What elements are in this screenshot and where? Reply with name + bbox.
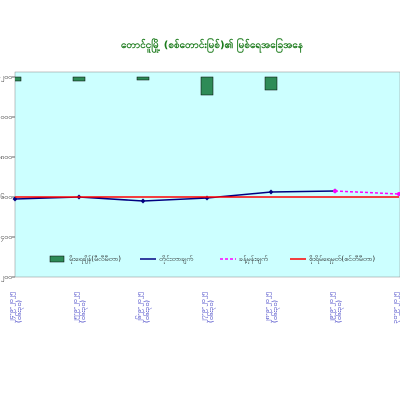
legend-label: မိုးရေချိန်(မီလီမီတာ): [69, 255, 121, 264]
x-tick-label: ၂၉-၉-၂၀၂၅: [327, 292, 336, 324]
y-tick-label: ၆၀၀: [0, 193, 12, 201]
x-tick-label-group: ၂၉-၉-၂၀၂၅ (၀၆း၃၀): [327, 292, 344, 324]
x-time-label: (၀၆း၃၀): [207, 300, 216, 323]
x-tick-label: ၂၄-၉-၂၀၂၅: [7, 292, 16, 324]
rain-bar: [72, 76, 86, 82]
x-time-label: (၀၆း၃၀): [15, 300, 24, 323]
y-tick-label: ၁၂၀၀: [0, 73, 12, 82]
rain-bar: [200, 76, 214, 96]
x-tick-label-group: ၂၅-၉-၂၀၂၅ (၀၆း၃၀): [71, 292, 88, 324]
data-point: [333, 189, 337, 193]
legend-label: တိုင်းတာချက်: [159, 255, 194, 264]
y-tick-label: ၁၀၀၀: [0, 113, 12, 121]
x-tick-label: ၂၅-၉-၂၀၂၅: [71, 292, 80, 324]
x-time-label: (၀၆း၃၀): [335, 300, 344, 323]
x-tick-label-group: ၂၄-၉-၂၀၂၅ (၀၆း၃၀): [7, 292, 24, 324]
rain-bar: [136, 76, 150, 81]
x-tick-label-group: ၂၆-၉-၂၀၂၅ (၀၆း၃၀): [135, 292, 152, 324]
data-point: [397, 192, 400, 196]
x-tick-label-group: ၃၀-၉-၂၀၂၅(၀၆း၃၀): [391, 292, 400, 324]
x-time-label: (၀၆း၃၀): [79, 300, 88, 323]
legend-label: ခန့်မှန်းချက်: [239, 255, 268, 264]
data-point: [140, 198, 146, 204]
x-tick-label: ၂၈-၉-၂၀၂၅: [263, 292, 272, 324]
rain-bar: [264, 76, 278, 91]
rain-bar: [15, 76, 22, 82]
series-line: [334, 190, 400, 195]
chart-title: တောင်ငူမြို့ (စစ်တောင်းမြစ်)၏ မြစ်ရေအခြေ…: [121, 37, 303, 54]
x-tick-label: ၂၇-၉-၂၀၂၅: [199, 292, 208, 324]
x-tick-label-group: ၂၇-၉-၂၀၂၅ (၀၆း၃၀): [199, 292, 216, 324]
x-time-label: (၀၆း၃၀): [271, 300, 280, 323]
x-tick-label: ၃၀-၉-၂၀၂၅: [391, 292, 400, 324]
y-tick-label: ၂၀၀: [0, 273, 12, 282]
legend-label: စိုးရိမ်ရေမှတ်(စင်တီမီတာ): [309, 255, 375, 264]
x-time-label: (၀၆း၃၀): [143, 300, 152, 323]
plot-area: [14, 71, 400, 278]
y-tick-label: ၈၀၀: [0, 153, 12, 161]
x-tick-label-group: ၂၈-၉-၂၀၂၅ (၀၆း၃၀): [263, 292, 280, 324]
data-point: [268, 189, 274, 195]
y-tick-label: ၄၀၀: [0, 233, 12, 242]
legend-swatch: [49, 255, 65, 263]
x-tick-label: ၂၆-၉-၂၀၂၅: [135, 292, 144, 324]
